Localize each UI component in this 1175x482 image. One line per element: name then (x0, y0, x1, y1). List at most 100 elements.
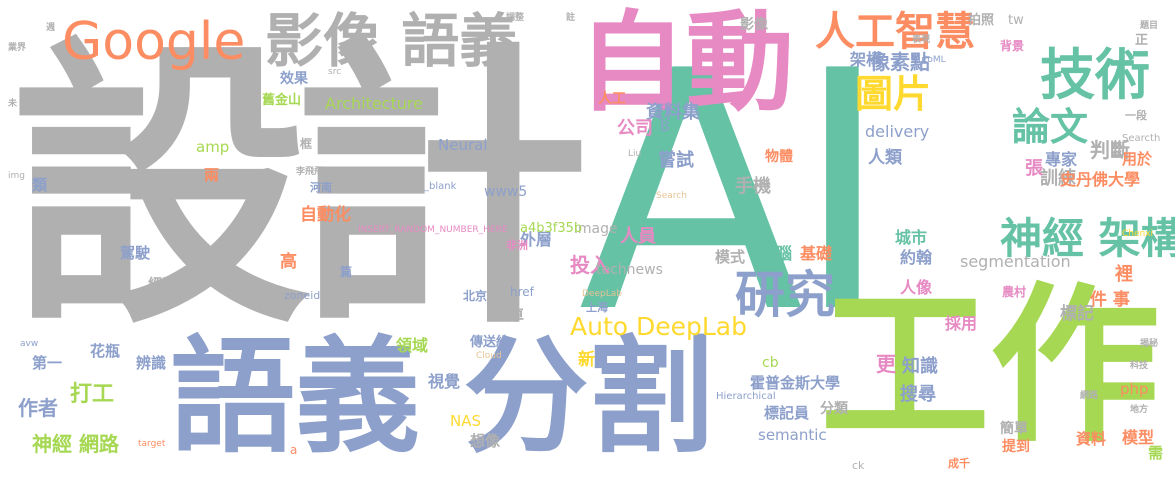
word-jianshi: 件 事 (1090, 290, 1130, 310)
word-diaozheng: 調整 (506, 13, 525, 23)
word-xiangsudian: 像素點 (870, 50, 930, 74)
word-www: www (42, 139, 77, 155)
word-biaoji: 標記 (1060, 304, 1094, 324)
word-jiashi: 駕駛 (120, 244, 151, 262)
word-lianhe: 聯合 (56, 99, 75, 109)
word-yongyu: 用於 (1122, 150, 1153, 168)
word-yiduan: 一段 (1125, 109, 1147, 122)
word-zidonghua: 自動化 (300, 205, 351, 225)
word-ck: ck (852, 459, 865, 472)
word-tw: tw (1008, 13, 1024, 28)
word-google: Google (62, 12, 246, 72)
word-bianshi: 辨識 (136, 354, 167, 372)
word-renyuan: 人員 (620, 226, 656, 247)
word-src: src (328, 67, 342, 77)
word-jichu: 基礎 (800, 244, 833, 263)
word-timu: 題目 (1140, 21, 1159, 31)
word-semantic: semantic (758, 426, 827, 444)
word-neural: Neural (438, 136, 488, 154)
word-blank: _blank (424, 181, 457, 192)
word-zheng: 正 (1135, 33, 1149, 48)
word-fenlei: 分類 (820, 401, 848, 417)
word-lei: 類 (32, 176, 48, 194)
word-zidong: 自動 (578, 1, 795, 126)
word-zoneid: zoneid (284, 289, 321, 302)
word-wei: 未 (8, 99, 18, 109)
word-nas: NAS (450, 412, 482, 430)
word-chengshi: 城市 (895, 228, 928, 247)
word-qiche: 汽車 (494, 306, 525, 324)
word-xin: 新 (578, 350, 595, 370)
word-geng: 更 (876, 352, 896, 376)
word-ziliao: 資料 (1076, 430, 1107, 448)
word-img: img (8, 171, 25, 181)
word-keji: 科技 (1130, 361, 1149, 371)
word-dagong: 打工 (70, 382, 115, 407)
word-segmentation: segmentation (960, 252, 1071, 271)
word-technews: technews (596, 262, 663, 278)
word-autodeeplab: Auto DeepLab (570, 312, 747, 341)
word-avw: avw (20, 339, 39, 349)
word-biaojiyuan: 標記員 (764, 404, 810, 422)
word-rengongzhihui: 人工智慧 (815, 9, 975, 55)
word-gao: 高 (280, 252, 297, 272)
word-gongsi: 公司 (617, 118, 653, 139)
word-shanghai: 上海 (586, 301, 608, 314)
word-yuehan: 約翰 (900, 248, 933, 267)
word-shouji: 手機 (735, 176, 771, 197)
word-automl: AutoML (912, 55, 946, 65)
word-php: php (1120, 380, 1149, 398)
word-feizhou: 非洲 (506, 239, 528, 252)
word-jiujinshan: 舊金山 (262, 93, 302, 108)
word-delivery: delivery (865, 122, 930, 141)
word-panduan: 判斷 (1090, 138, 1130, 162)
word-b: B (660, 119, 670, 135)
word-chenxi: Chenxi (1122, 229, 1154, 239)
word-paizhao: 拍照 (968, 13, 995, 28)
word-shenjing-wanglu: 神經 網路 (32, 432, 119, 456)
word-caiyong: 採用 (945, 314, 978, 333)
word-target: target (138, 439, 166, 449)
word-biaoxian: 表現 (912, 35, 931, 45)
word-hierarchical: Hierarchical (716, 391, 776, 402)
word-diyi: 第一 (32, 354, 63, 372)
word-deeplab: DeepLab (582, 289, 622, 299)
word-a: a (290, 443, 298, 457)
word-tupian: 圖片 (855, 72, 932, 116)
word-rengong: 人工 (598, 91, 626, 107)
word-shidanfo: 史丹佛大學 (1060, 170, 1141, 189)
word-difang: 地方 (1130, 405, 1149, 415)
word-renxiang: 人像 (900, 278, 933, 297)
word-yingxiang: 影像 (740, 17, 768, 33)
word-wanglu: 網路 (1080, 391, 1099, 401)
word-xunlian: 訓練 (1040, 168, 1076, 189)
word-diannao: 電腦 (760, 244, 793, 263)
word-wuti: 物體 (765, 149, 793, 165)
word-cloud: Cloud (476, 351, 502, 361)
word-insert: INSERT_RANDOM_NUMBER_HERE (358, 225, 508, 235)
word-searcth: Searcth (1122, 133, 1161, 144)
word-zhang: 張 (1025, 158, 1043, 179)
word-lifeifei: 李飛飛 (296, 167, 324, 177)
word-souxun: 搜尋 (900, 384, 936, 405)
word-li: 裡 (1115, 264, 1133, 285)
word-ai: AI (578, 1, 891, 385)
word-href: href (510, 285, 534, 299)
word-renlei: 人類 (868, 148, 902, 168)
word-yanjiu: 研究 (735, 266, 835, 324)
word-xu: 需 (1148, 444, 1164, 462)
word-waiceng: 外層 (520, 230, 553, 249)
word-jishu: 技術 (1040, 43, 1151, 107)
word-jiandan: 簡單 (1000, 421, 1028, 437)
word-liang: 兩 (204, 166, 220, 184)
word-sheji: 設計 (10, 15, 590, 364)
word-moshi: 模式 (715, 248, 746, 266)
word-yuyifenge: 語義 分割 (170, 325, 714, 470)
word-huaping: 花瓶 (90, 342, 121, 360)
word-beijing: 背景 (1000, 39, 1025, 53)
word-chengqian: 成千 (948, 457, 970, 470)
word-amp: amp (196, 138, 230, 156)
word-jingyan: 經驗 (148, 277, 176, 293)
word-xiaoguo: 效果 (280, 71, 308, 87)
